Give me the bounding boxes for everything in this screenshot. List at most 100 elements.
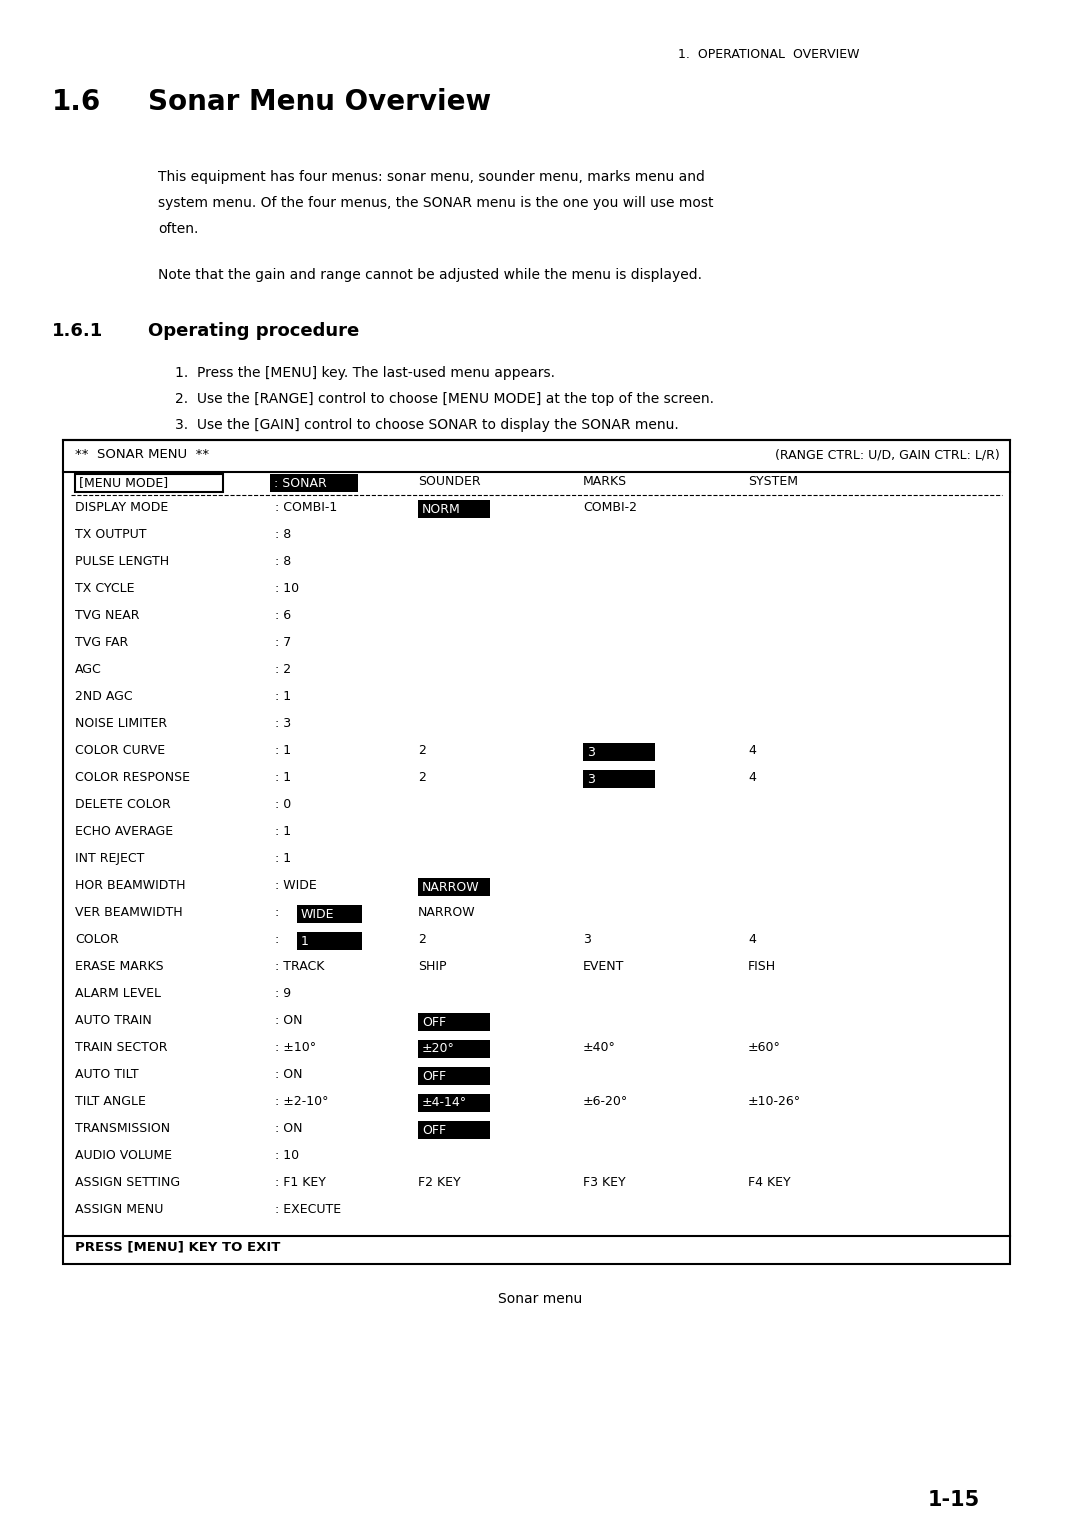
Bar: [583, 743, 654, 761]
Bar: [418, 1041, 490, 1057]
Text: 4: 4: [748, 744, 756, 756]
Text: 2.  Use the [RANGE] control to choose [MENU MODE] at the top of the screen.: 2. Use the [RANGE] control to choose [ME…: [175, 393, 714, 406]
Text: ALARM LEVEL: ALARM LEVEL: [75, 987, 161, 999]
Text: : 1: : 1: [275, 772, 292, 784]
Text: AUDIO VOLUME: AUDIO VOLUME: [75, 1149, 172, 1161]
Text: INT REJECT: INT REJECT: [75, 853, 145, 865]
Text: Sonar Menu Overview: Sonar Menu Overview: [148, 89, 491, 116]
Text: ±40°: ±40°: [583, 1041, 616, 1054]
Text: COLOR RESPONSE: COLOR RESPONSE: [75, 772, 190, 784]
Text: 3: 3: [588, 773, 595, 785]
Text: VER BEAMWIDTH: VER BEAMWIDTH: [75, 906, 183, 918]
Text: : 8: : 8: [275, 555, 292, 568]
Text: : 10: : 10: [275, 582, 299, 594]
Text: : 7: : 7: [275, 636, 292, 649]
Text: COLOR CURVE: COLOR CURVE: [75, 744, 165, 756]
Text: TX OUTPUT: TX OUTPUT: [75, 529, 147, 541]
Text: Operating procedure: Operating procedure: [148, 322, 360, 341]
Text: 2ND AGC: 2ND AGC: [75, 691, 133, 703]
Text: F3 KEY: F3 KEY: [583, 1177, 625, 1189]
Text: 1-15: 1-15: [928, 1490, 980, 1510]
Text: Sonar menu: Sonar menu: [498, 1293, 582, 1306]
Bar: [297, 905, 362, 923]
Text: : ON: : ON: [275, 1068, 302, 1080]
Bar: [418, 879, 490, 895]
Text: NORM: NORM: [422, 503, 461, 515]
Text: 2: 2: [418, 934, 426, 946]
Text: AGC: AGC: [75, 663, 102, 675]
Text: 1.  Press the [MENU] key. The last-used menu appears.: 1. Press the [MENU] key. The last-used m…: [175, 367, 555, 380]
Text: 4: 4: [748, 772, 756, 784]
Text: 1.  OPERATIONAL  OVERVIEW: 1. OPERATIONAL OVERVIEW: [678, 47, 860, 61]
Text: ASSIGN SETTING: ASSIGN SETTING: [75, 1177, 180, 1189]
Text: Note that the gain and range cannot be adjusted while the menu is displayed.: Note that the gain and range cannot be a…: [158, 267, 702, 283]
Bar: [418, 1122, 490, 1138]
Text: OFF: OFF: [422, 1070, 446, 1082]
Text: TVG NEAR: TVG NEAR: [75, 610, 139, 622]
Text: :: :: [275, 934, 280, 946]
Text: F4 KEY: F4 KEY: [748, 1177, 791, 1189]
Text: (RANGE CTRL: U/D, GAIN CTRL: L/R): (RANGE CTRL: U/D, GAIN CTRL: L/R): [775, 448, 1000, 461]
Text: :: :: [275, 906, 280, 918]
Text: ±6-20°: ±6-20°: [583, 1096, 629, 1108]
Text: ±20°: ±20°: [422, 1042, 455, 1056]
Text: TRAIN SECTOR: TRAIN SECTOR: [75, 1041, 167, 1054]
Text: often.: often.: [158, 222, 199, 235]
Text: [MENU MODE]: [MENU MODE]: [79, 477, 168, 489]
Text: 3.  Use the [GAIN] control to choose SONAR to display the SONAR menu.: 3. Use the [GAIN] control to choose SONA…: [175, 419, 678, 432]
Bar: [583, 770, 654, 788]
Text: 4: 4: [748, 934, 756, 946]
Text: OFF: OFF: [422, 1016, 446, 1028]
Text: COMBI-2: COMBI-2: [583, 501, 637, 513]
Text: AUTO TILT: AUTO TILT: [75, 1068, 138, 1080]
Text: ±10-26°: ±10-26°: [748, 1096, 801, 1108]
Text: FISH: FISH: [748, 960, 777, 973]
Text: : WIDE: : WIDE: [275, 879, 316, 892]
Text: DELETE COLOR: DELETE COLOR: [75, 798, 171, 811]
Text: TX CYCLE: TX CYCLE: [75, 582, 135, 594]
Text: : TRACK: : TRACK: [275, 960, 324, 973]
Text: This equipment has four menus: sonar menu, sounder menu, marks menu and: This equipment has four menus: sonar men…: [158, 170, 705, 183]
Text: : ±10°: : ±10°: [275, 1041, 316, 1054]
Text: SHIP: SHIP: [418, 960, 446, 973]
Text: : 1: : 1: [275, 825, 292, 837]
Text: 3: 3: [583, 934, 591, 946]
Text: DISPLAY MODE: DISPLAY MODE: [75, 501, 168, 513]
Text: : F1 KEY: : F1 KEY: [275, 1177, 326, 1189]
Text: : 10: : 10: [275, 1149, 299, 1161]
Text: : ±2-10°: : ±2-10°: [275, 1096, 328, 1108]
Text: **  SONAR MENU  **: ** SONAR MENU **: [75, 448, 210, 461]
Text: : 1: : 1: [275, 853, 292, 865]
Text: AUTO TRAIN: AUTO TRAIN: [75, 1015, 152, 1027]
Text: F2 KEY: F2 KEY: [418, 1177, 461, 1189]
Text: 2: 2: [418, 772, 426, 784]
Text: : ON: : ON: [275, 1122, 302, 1135]
Text: OFF: OFF: [422, 1123, 446, 1137]
Text: : 9: : 9: [275, 987, 292, 999]
Text: COLOR: COLOR: [75, 934, 119, 946]
Text: : 2: : 2: [275, 663, 292, 675]
Text: NARROW: NARROW: [422, 880, 480, 894]
Text: : COMBI-1: : COMBI-1: [275, 501, 337, 513]
Text: : 0: : 0: [275, 798, 292, 811]
Text: : 6: : 6: [275, 610, 292, 622]
Text: SOUNDER: SOUNDER: [418, 475, 481, 487]
Text: : 3: : 3: [275, 717, 292, 730]
Bar: [418, 1013, 490, 1031]
Text: : 8: : 8: [275, 529, 292, 541]
Bar: [418, 500, 490, 518]
Bar: [75, 474, 222, 492]
Text: ±4-14°: ±4-14°: [422, 1097, 468, 1109]
Text: 3: 3: [588, 746, 595, 758]
Text: EVENT: EVENT: [583, 960, 624, 973]
Text: : ON: : ON: [275, 1015, 302, 1027]
Text: 2: 2: [418, 744, 426, 756]
Text: 1.6: 1.6: [52, 89, 102, 116]
Bar: [270, 474, 357, 492]
Bar: [63, 440, 1010, 1264]
Text: NARROW: NARROW: [418, 906, 475, 918]
Text: 1.6.1: 1.6.1: [52, 322, 104, 341]
Text: PRESS [MENU] KEY TO EXIT: PRESS [MENU] KEY TO EXIT: [75, 1241, 281, 1253]
Text: TILT ANGLE: TILT ANGLE: [75, 1096, 146, 1108]
Text: SYSTEM: SYSTEM: [748, 475, 798, 487]
